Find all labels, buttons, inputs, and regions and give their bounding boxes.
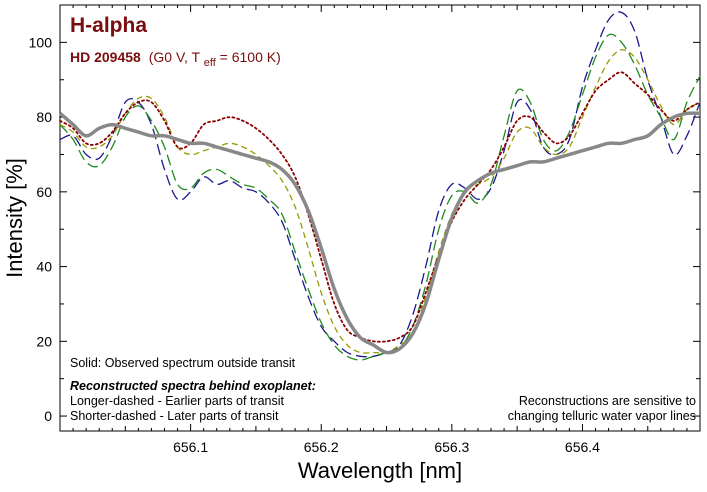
subtitle-sub: eff — [204, 57, 217, 69]
subtitle-post: = 6100 K) — [220, 49, 281, 65]
x-axis-title: Wavelength [nm] — [298, 458, 462, 483]
y-axis-title: Intensity [%] — [2, 158, 27, 278]
y-tick-label: 20 — [36, 333, 52, 349]
chart-subtitle: HD 209458 (G0 V, T eff = 6100 K) — [70, 49, 281, 69]
note-solid: Solid: Observed spectrum outside transit — [70, 356, 296, 370]
subtitle-pre: (G0 V, T — [149, 49, 201, 65]
series-line-4 — [59, 71, 701, 343]
plot-frame — [59, 4, 701, 432]
y-tick-label: 60 — [36, 184, 52, 200]
x-tick-label: 656.3 — [434, 439, 469, 455]
y-tick-label: 40 — [36, 259, 52, 275]
note-sensitive-2: changing telluric water vapor lines — [508, 409, 696, 423]
note-sensitive-1: Reconstructions are sensitive to — [519, 394, 696, 408]
series-line-2 — [59, 33, 701, 361]
x-tick-label: 656.2 — [304, 439, 339, 455]
note-recon-header: Reconstructed spectra behind exoplanet: — [70, 379, 316, 393]
series-line-3 — [59, 49, 701, 354]
y-tick-label: 80 — [36, 109, 52, 125]
x-tick-label: 656.1 — [173, 439, 208, 455]
note-longer: Longer-dashed - Earlier parts of transit — [70, 394, 285, 408]
chart-title: H-alpha — [70, 14, 147, 37]
y-tick-label: 0 — [44, 408, 52, 424]
subtitle-star: HD 209458 — [70, 49, 141, 65]
note-shorter: Shorter-dashed - Later parts of transit — [70, 409, 279, 423]
x-tick-label: 656.4 — [565, 439, 600, 455]
series-line-0 — [58, 111, 701, 355]
series-layer — [58, 11, 701, 361]
y-tick-label: 100 — [29, 34, 53, 50]
axis-ticks: 0 20 40 60 80 100 656.1 656.2 656.3 656.4 — [29, 4, 701, 455]
